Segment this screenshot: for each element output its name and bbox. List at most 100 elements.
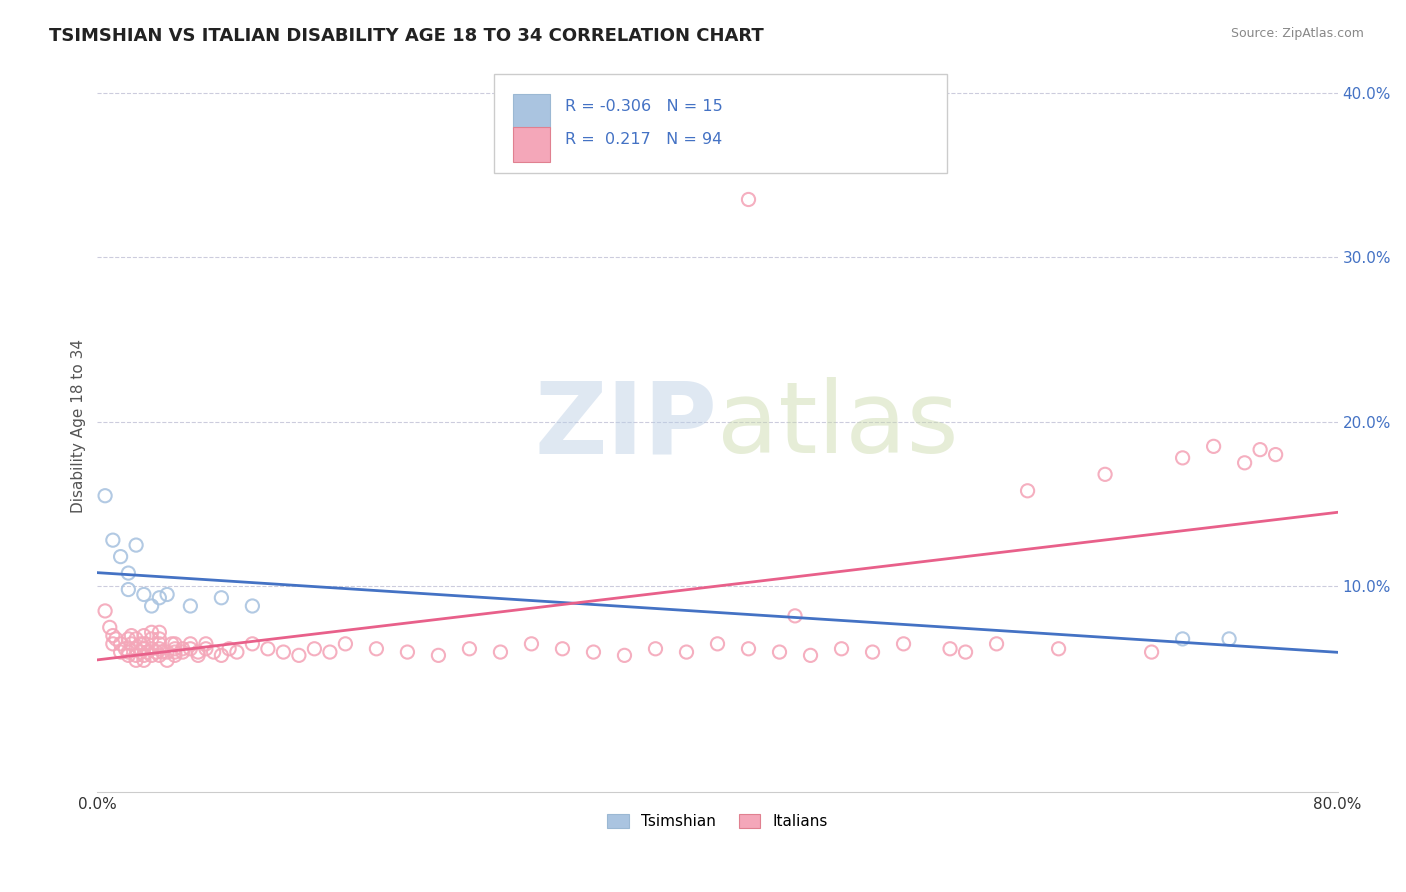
Point [613,648,636,663]
Text: Source: ZipAtlas.com: Source: ZipAtlas.com [1230,27,1364,40]
Point [114,641,136,656]
Point [117,648,139,663]
Point [110,645,132,659]
Text: R = -0.306   N = 15: R = -0.306 N = 15 [565,99,723,114]
Point [831,127,853,141]
Point [799,648,821,663]
Point [125,648,148,663]
Point [187,645,209,659]
Point [156,653,179,667]
Point [141,648,163,663]
Point [304,641,326,656]
Point [117,645,139,659]
Point [117,582,139,597]
Point [132,641,155,656]
Point [427,648,450,663]
Point [1171,450,1194,465]
Point [194,641,217,656]
Point [156,645,179,659]
Point [110,549,132,564]
Point [94,489,117,503]
Point [893,637,915,651]
Point [110,637,132,651]
Point [1249,442,1271,457]
Point [125,538,148,552]
Point [202,645,225,659]
Text: atlas: atlas [717,377,959,475]
Point [273,645,295,659]
Point [104,632,127,646]
Point [156,587,179,601]
Point [1171,632,1194,646]
Point [101,637,124,651]
Point [148,632,170,646]
Point [986,637,1008,651]
Point [120,629,142,643]
Point [194,637,217,651]
Point [148,648,170,663]
Point [160,637,183,651]
Point [94,604,117,618]
Point [141,599,163,613]
FancyBboxPatch shape [513,127,550,162]
Point [101,629,124,643]
Point [98,620,121,634]
Point [132,653,155,667]
Point [366,641,388,656]
Point [132,648,155,663]
Point [125,653,148,667]
Point [187,648,209,663]
Point [458,641,481,656]
Point [737,193,759,207]
Point [520,637,543,651]
Point [132,629,155,643]
Point [136,645,159,659]
Point [319,645,342,659]
Point [148,637,170,651]
Point [179,641,201,656]
Point [1264,448,1286,462]
Point [141,625,163,640]
Point [101,533,124,548]
Point [582,645,605,659]
Point [163,645,186,659]
Point [1047,641,1070,656]
FancyBboxPatch shape [513,94,550,129]
Point [288,648,311,663]
Point [831,641,853,656]
Point [179,599,201,613]
Point [129,637,152,651]
Point [163,637,186,651]
Point [1017,483,1039,498]
Point [141,632,163,646]
Point [1202,439,1225,453]
Point [125,632,148,646]
Point [783,608,806,623]
Point [257,641,280,656]
Point [675,645,697,659]
Point [551,641,574,656]
Point [225,645,247,659]
Point [163,648,186,663]
Point [939,641,962,656]
Point [1233,456,1256,470]
Point [768,645,790,659]
Text: TSIMSHIAN VS ITALIAN DISABILITY AGE 18 TO 34 CORRELATION CHART: TSIMSHIAN VS ITALIAN DISABILITY AGE 18 T… [49,27,763,45]
Point [117,632,139,646]
Point [209,648,232,663]
Point [152,645,174,659]
Point [125,641,148,656]
Point [141,641,163,656]
Point [120,637,142,651]
Point [396,645,419,659]
Legend: Tsimshian, Italians: Tsimshian, Italians [602,808,834,836]
Point [145,645,167,659]
Point [489,645,512,659]
Point [117,566,139,580]
FancyBboxPatch shape [495,74,948,173]
Y-axis label: Disability Age 18 to 34: Disability Age 18 to 34 [72,339,86,513]
Text: ZIP: ZIP [534,377,717,475]
Point [148,625,170,640]
Point [1094,467,1116,482]
Point [179,637,201,651]
